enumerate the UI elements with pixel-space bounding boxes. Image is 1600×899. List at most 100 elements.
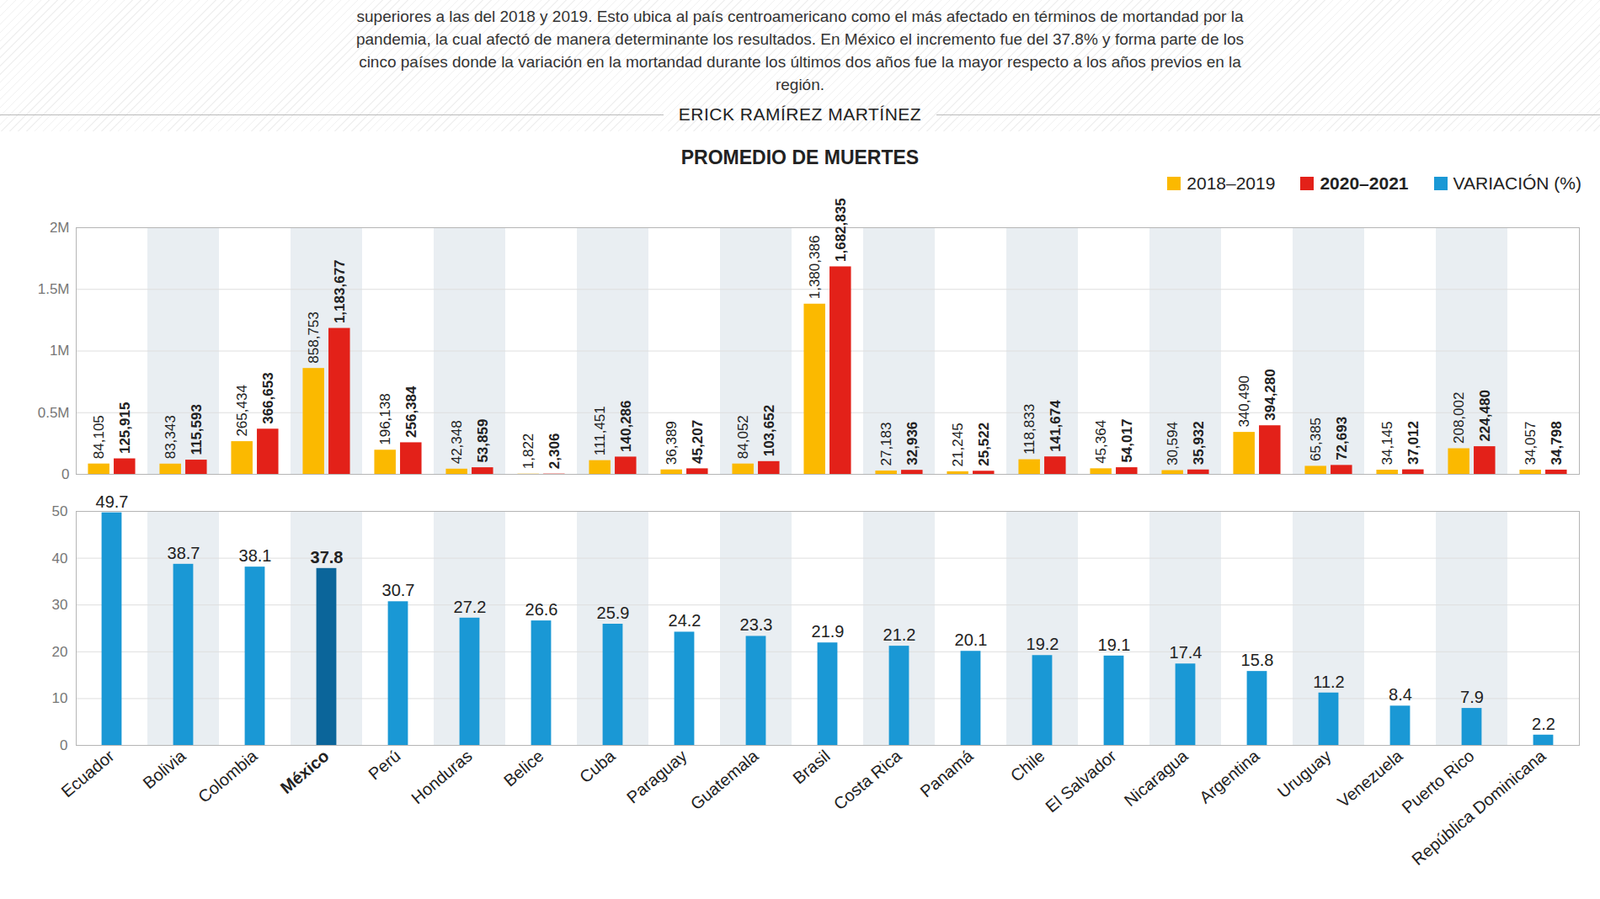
svg-text:19.2: 19.2 <box>1026 634 1060 654</box>
svg-text:394,280: 394,280 <box>1262 368 1279 421</box>
svg-text:20: 20 <box>52 644 69 661</box>
svg-text:1.5M: 1.5M <box>37 281 70 298</box>
svg-text:103,652: 103,652 <box>761 405 778 457</box>
svg-text:50: 50 <box>52 503 69 520</box>
svg-text:34,798: 34,798 <box>1548 421 1565 465</box>
svg-text:37,012: 37,012 <box>1405 421 1422 465</box>
svg-text:Puerto Rico: Puerto Rico <box>1398 746 1478 818</box>
svg-text:República Dominicana: República Dominicana <box>1408 746 1550 870</box>
svg-text:34,057: 34,057 <box>1522 421 1539 466</box>
svg-text:1,183,677: 1,183,677 <box>331 259 348 324</box>
svg-text:208,002: 208,002 <box>1450 392 1467 444</box>
svg-text:30: 30 <box>52 597 69 614</box>
svg-text:140,286: 140,286 <box>618 400 635 452</box>
svg-text:53,859: 53,859 <box>474 419 491 464</box>
svg-text:27,183: 27,183 <box>878 422 895 467</box>
svg-text:Honduras: Honduras <box>407 746 476 809</box>
html-text:PROMEDIO DE MUERTES: PROMEDIO DE MUERTES <box>681 146 919 169</box>
svg-text:Perú: Perú <box>364 746 405 784</box>
svg-text:0: 0 <box>61 466 70 483</box>
svg-text:21.9: 21.9 <box>811 622 845 641</box>
svg-text:Argentina: Argentina <box>1195 746 1264 807</box>
svg-text:141,674: 141,674 <box>1047 400 1064 453</box>
svg-text:2M: 2M <box>49 219 70 236</box>
svg-text:26.6: 26.6 <box>525 600 559 619</box>
svg-text:1,822: 1,822 <box>520 433 537 470</box>
svg-text:54,017: 54,017 <box>1119 419 1136 464</box>
svg-text:2,306: 2,306 <box>546 433 563 470</box>
svg-text:2.2: 2.2 <box>1531 714 1556 734</box>
svg-text:35,932: 35,932 <box>1190 421 1207 465</box>
svg-text:84,105: 84,105 <box>90 415 107 459</box>
svg-text:224,480: 224,480 <box>1477 389 1494 442</box>
svg-text:34,145: 34,145 <box>1379 421 1396 465</box>
svg-text:1,682,835: 1,682,835 <box>832 197 849 262</box>
svg-text:Chile: Chile <box>1007 746 1049 786</box>
svg-text:65,385: 65,385 <box>1307 417 1324 462</box>
svg-text:0.5M: 0.5M <box>37 405 70 422</box>
svg-text:196,138: 196,138 <box>377 393 394 445</box>
svg-text:Venezuela: Venezuela <box>1333 746 1407 811</box>
svg-text:72,693: 72,693 <box>1333 416 1350 461</box>
svg-text:111,451: 111,451 <box>592 405 608 456</box>
html-text:superiores a las del 2018 y 20: superiores a las del 2018 y 2019. Esto u… <box>356 7 1244 94</box>
svg-text:366,653: 366,653 <box>260 372 277 424</box>
svg-text:21.2: 21.2 <box>883 625 917 645</box>
svg-text:340,490: 340,490 <box>1236 375 1253 427</box>
svg-text:265,434: 265,434 <box>234 384 251 437</box>
svg-text:83,343: 83,343 <box>162 415 179 459</box>
svg-text:11.2: 11.2 <box>1312 672 1344 692</box>
svg-text:Uruguay: Uruguay <box>1274 746 1335 802</box>
svg-text:Nicaragua: Nicaragua <box>1120 746 1193 811</box>
html-text:2020–2021: 2020–2021 <box>1319 173 1409 193</box>
svg-text:125,915: 125,915 <box>117 402 134 454</box>
html-text:ERICK RAMÍREZ MARTÍNEZ: ERICK RAMÍREZ MARTÍNEZ <box>678 104 922 124</box>
svg-text:Ecuador: Ecuador <box>57 746 118 801</box>
svg-text:17.4: 17.4 <box>1169 643 1203 662</box>
svg-text:0: 0 <box>59 737 68 754</box>
svg-text:37.8: 37.8 <box>310 548 344 567</box>
svg-text:19.1: 19.1 <box>1098 635 1131 655</box>
svg-text:Colombia: Colombia <box>194 746 262 807</box>
svg-text:27.2: 27.2 <box>453 597 487 617</box>
svg-text:45,207: 45,207 <box>689 420 706 464</box>
svg-text:El Salvador: El Salvador <box>1041 746 1120 816</box>
svg-text:Belice: Belice <box>500 746 548 791</box>
svg-text:118,833: 118,833 <box>1021 404 1038 455</box>
svg-text:38.1: 38.1 <box>239 546 272 566</box>
svg-text:36,389: 36,389 <box>663 421 680 465</box>
svg-text:256,384: 256,384 <box>403 385 420 438</box>
html-text:2018–2019: 2018–2019 <box>1186 173 1276 193</box>
svg-text:21,245: 21,245 <box>949 422 966 467</box>
svg-text:42,348: 42,348 <box>448 420 465 464</box>
svg-text:Bolivia: Bolivia <box>138 746 190 793</box>
svg-text:40: 40 <box>52 550 69 567</box>
svg-text:84,052: 84,052 <box>735 415 752 459</box>
svg-text:23.3: 23.3 <box>740 615 774 635</box>
svg-text:858,753: 858,753 <box>305 311 322 363</box>
svg-text:45,364: 45,364 <box>1093 420 1110 464</box>
svg-text:México: México <box>277 746 333 798</box>
svg-text:1M: 1M <box>49 342 70 359</box>
svg-text:10: 10 <box>52 690 69 707</box>
svg-text:32,936: 32,936 <box>904 421 921 466</box>
svg-text:24.2: 24.2 <box>668 611 702 630</box>
svg-text:7.9: 7.9 <box>1460 688 1484 707</box>
svg-text:30,594: 30,594 <box>1164 421 1181 466</box>
svg-text:Guatemala: Guatemala <box>687 746 763 814</box>
svg-text:49.7: 49.7 <box>96 492 129 512</box>
svg-text:Paraguay: Paraguay <box>623 746 691 808</box>
svg-text:Cuba: Cuba <box>576 746 619 787</box>
svg-text:8.4: 8.4 <box>1388 685 1413 704</box>
svg-text:38.7: 38.7 <box>167 544 201 563</box>
svg-text:115,593: 115,593 <box>188 404 205 456</box>
svg-text:Costa Rica: Costa Rica <box>830 746 907 814</box>
svg-text:Panamá: Panamá <box>916 746 977 801</box>
svg-text:30.7: 30.7 <box>382 581 416 600</box>
svg-text:Brasil: Brasil <box>789 746 833 789</box>
svg-text:25.9: 25.9 <box>597 603 630 623</box>
svg-text:25,522: 25,522 <box>976 422 992 467</box>
svg-text:20.1: 20.1 <box>954 630 988 650</box>
svg-text:1,380,386: 1,380,386 <box>806 235 823 300</box>
svg-text:15.8: 15.8 <box>1241 650 1275 670</box>
